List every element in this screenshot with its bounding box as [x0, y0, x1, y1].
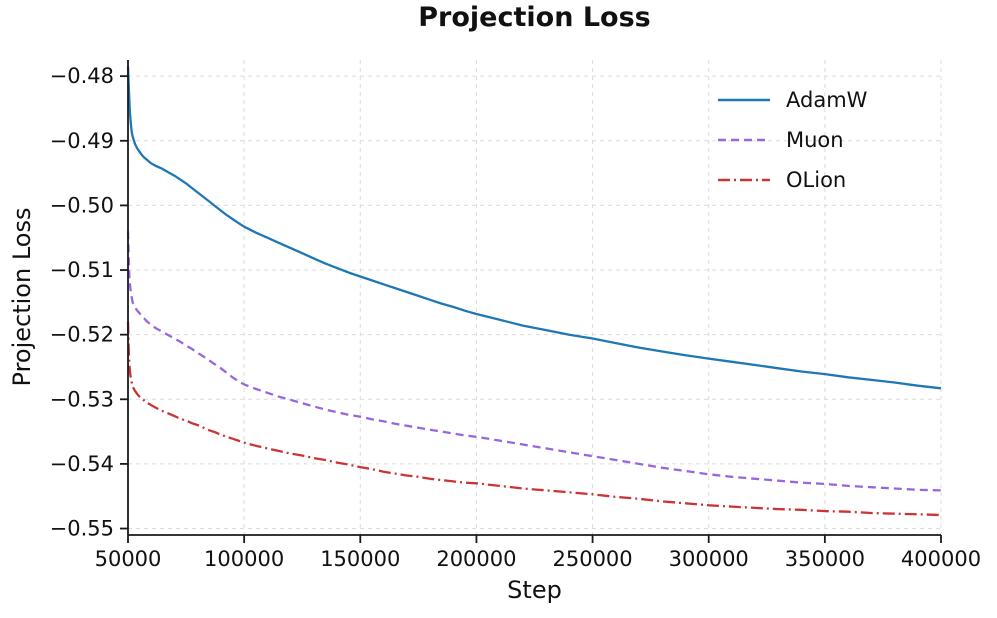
- legend-line-olion: [718, 178, 770, 182]
- x-axis-title: Step: [507, 576, 562, 604]
- x-tick-label: 350000: [785, 547, 865, 571]
- muon-line: [126, 231, 942, 492]
- adamw-line: [126, 66, 942, 390]
- x-tick-label: 400000: [901, 547, 981, 571]
- x-tick-label: 150000: [320, 547, 400, 571]
- olion-line: [126, 321, 942, 517]
- y-tick-label: −0.48: [50, 64, 114, 88]
- x-tick-label: 250000: [552, 547, 632, 571]
- y-tick-label: −0.55: [50, 517, 114, 541]
- y-tick-label: −0.50: [50, 193, 114, 217]
- legend-label: AdamW: [786, 88, 868, 112]
- y-tick-label: −0.53: [50, 387, 114, 411]
- legend-item-olion: OLion: [702, 160, 867, 200]
- legend-line-muon: [718, 138, 770, 142]
- x-tick-label: 300000: [669, 547, 749, 571]
- x-tick-label: 200000: [436, 547, 516, 571]
- y-tick-label: −0.49: [50, 129, 114, 153]
- legend-label: Muon: [786, 128, 844, 152]
- x-tick-label: 100000: [204, 547, 284, 571]
- x-tick-label: 50000: [95, 547, 162, 571]
- legend-line-adamw: [718, 98, 770, 102]
- y-axis-title: Projection Loss: [8, 207, 36, 387]
- legend-item-adamw: AdamW: [702, 80, 867, 120]
- legend: AdamW Muon OLion: [702, 80, 867, 200]
- legend-label: OLion: [786, 168, 847, 192]
- y-tick-label: −0.52: [50, 323, 114, 347]
- legend-item-muon: Muon: [702, 120, 867, 160]
- y-tick-label: −0.51: [50, 258, 114, 282]
- y-tick-label: −0.54: [50, 452, 114, 476]
- chart-title: Projection Loss: [418, 2, 651, 33]
